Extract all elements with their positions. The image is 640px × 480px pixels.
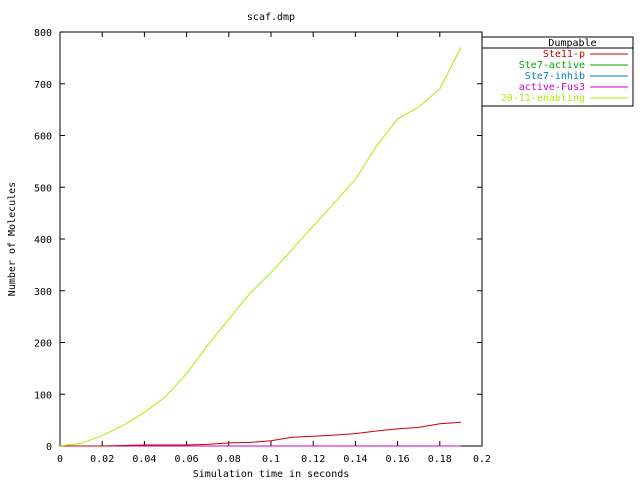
x-tick-label: 0 <box>57 454 63 465</box>
y-tick-label: 800 <box>34 28 52 39</box>
legend-label: Ste11-p <box>543 49 585 60</box>
legend-label: 20-11-enabling <box>501 93 585 104</box>
y-tick-label: 0 <box>46 442 52 453</box>
x-tick-label: 0.06 <box>175 454 199 465</box>
legend-label: Ste7-inhib <box>525 71 585 82</box>
legend-label: active-Fus3 <box>519 82 585 93</box>
x-tick-label: 0.16 <box>386 454 410 465</box>
series-line-ste11-p <box>60 421 461 447</box>
x-tick-label: 0.02 <box>90 454 114 465</box>
x-axis: 0 0.02 0.04 0.06 0.08 0.1 0.12 0.14 0.16 0.18 0.2 <box>57 32 491 465</box>
x-axis-label: Simulation time in seconds <box>193 469 350 480</box>
y-tick-label: 300 <box>34 287 52 298</box>
plot-frame <box>59 31 483 447</box>
y-tick-label: 600 <box>34 132 52 143</box>
series-lines <box>59 47 462 447</box>
legend-items: Ste11-pSte7-activeSte7-inhibactive-Fus32… <box>501 49 628 104</box>
x-tick-label: 0.14 <box>343 454 367 465</box>
x-tick-label: 0.04 <box>132 454 156 465</box>
y-tick-label: 200 <box>34 339 52 350</box>
legend-title: Dumpable <box>548 38 596 49</box>
x-tick-label: 0.08 <box>217 454 241 465</box>
x-tick-label: 0.2 <box>473 454 491 465</box>
y-axis-label: Number of Molecules <box>7 182 18 296</box>
legend: Dumpable Ste11-pSte7-activeSte7-inhibact… <box>481 36 634 107</box>
y-tick-label: 700 <box>34 80 52 91</box>
y-tick-label: 500 <box>34 183 52 194</box>
x-tick-label: 0.12 <box>301 454 325 465</box>
y-axis: 0 100 200 300 400 500 600 700 800 <box>34 28 482 453</box>
x-tick-label: 0.18 <box>428 454 452 465</box>
chart-title: scaf.dmp <box>247 12 295 23</box>
y-tick-label: 400 <box>34 235 52 246</box>
y-tick-label: 100 <box>34 390 52 401</box>
legend-label: Ste7-active <box>519 60 585 71</box>
x-tick-label: 0.1 <box>262 454 280 465</box>
series-line-20-11-enabling <box>59 47 462 447</box>
